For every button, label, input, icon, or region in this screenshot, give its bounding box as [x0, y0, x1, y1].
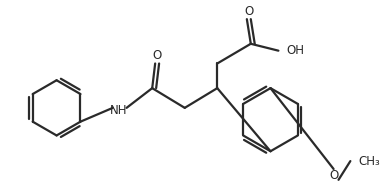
Text: O: O: [329, 169, 338, 182]
Text: NH: NH: [110, 104, 127, 117]
Text: O: O: [152, 49, 162, 62]
Text: O: O: [244, 5, 253, 18]
Text: OH: OH: [286, 44, 304, 57]
Text: CH₃: CH₃: [358, 155, 380, 168]
